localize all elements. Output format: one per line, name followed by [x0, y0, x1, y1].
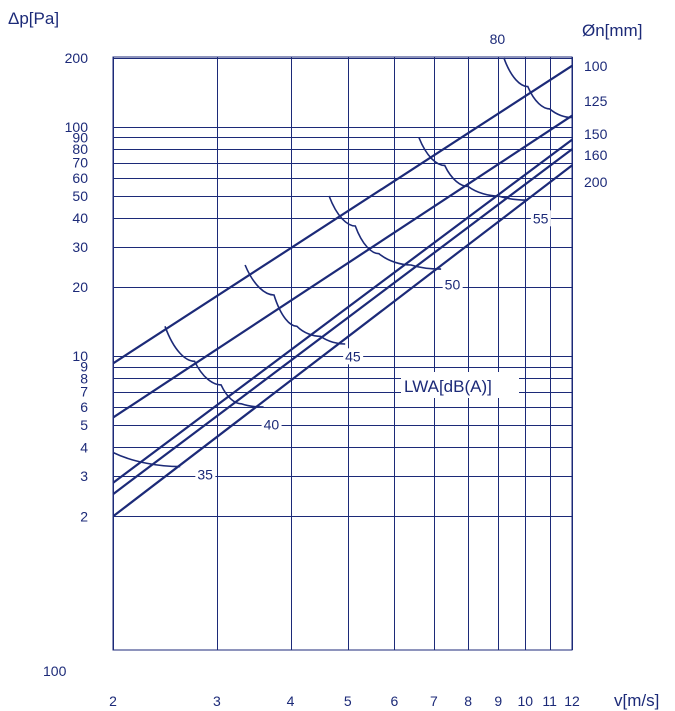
sound-curve-35	[113, 451, 181, 468]
y-tick-label-3: 3	[80, 468, 88, 484]
y-tick-label-20: 20	[72, 279, 88, 295]
grid	[113, 57, 573, 650]
y-tick-label-40: 40	[72, 210, 88, 226]
x-tick-label-8: 8	[464, 693, 472, 709]
y-tick-label-4: 4	[80, 439, 88, 455]
y-tick-label-9: 9	[80, 359, 88, 375]
x-tick-label-9: 9	[494, 693, 502, 709]
y-tick-label-5: 5	[80, 417, 88, 433]
sound-label-bg-50	[442, 276, 463, 293]
sound-level-label-40: 40	[264, 416, 280, 432]
sound-curves	[113, 57, 573, 468]
y-tick-label-10: 10	[72, 348, 88, 364]
y-axis-label: Δp[Pa]	[8, 9, 59, 28]
x-tick-label-3: 3	[213, 693, 221, 709]
sound-curve-80	[503, 57, 573, 119]
x-tick-label-11: 11	[542, 693, 557, 709]
x-tick-labels: 2 3 4 5 6 7 8 9 10 11 12	[109, 693, 580, 709]
plot-frame	[112, 56, 573, 651]
right-axis-label: Øn[mm]	[582, 21, 642, 40]
y-bottom-label: 100	[43, 663, 67, 679]
y-tick-label-50: 50	[72, 188, 88, 204]
diameter-label-200: 200	[584, 174, 608, 190]
sound-curve-40	[164, 326, 264, 408]
sound-level-label-55: 55	[533, 210, 549, 226]
diameter-labels: 100 125 150 160 200	[584, 58, 608, 190]
sound-level-label-80: 80	[490, 31, 506, 47]
sound-level-labels: 35 40 45 50 55 80	[195, 31, 551, 483]
duct-line-160	[113, 148, 573, 496]
y-tick-label-2: 2	[80, 508, 88, 524]
duct-lines	[113, 64, 573, 518]
y-tick-label-30: 30	[72, 239, 88, 255]
y-tick-label-100: 100	[65, 119, 89, 135]
sound-level-label-50: 50	[445, 277, 461, 293]
x-axis-label: v[m/s]	[614, 691, 659, 710]
x-tick-label-2: 2	[109, 693, 117, 709]
x-tick-label-4: 4	[287, 693, 295, 709]
x-tick-label-6: 6	[391, 693, 399, 709]
y-tick-label-80: 80	[72, 141, 88, 157]
duct-line-150	[113, 138, 573, 484]
duct-line-125	[113, 114, 573, 419]
curve-family-label-bg	[401, 372, 519, 398]
sound-label-bg-80	[487, 31, 508, 48]
sound-curve-55	[418, 137, 528, 201]
sound-level-label-35: 35	[197, 466, 213, 482]
sound-curve-45	[244, 264, 346, 345]
x-tick-label-5: 5	[344, 693, 352, 709]
curve-family-label: LWA[dB(A)]	[404, 377, 492, 396]
diameter-label-150: 150	[584, 126, 608, 142]
y-tick-label-8: 8	[80, 370, 88, 386]
x-tick-label-10: 10	[518, 693, 534, 709]
sound-label-bg-45	[343, 348, 364, 365]
x-tick-label-7: 7	[430, 693, 438, 709]
x-tick-label-12: 12	[564, 693, 580, 709]
sound-label-bg-55	[530, 210, 551, 227]
y-tick-label-6: 6	[80, 399, 88, 415]
duct-line-200	[113, 164, 573, 518]
y-tick-label-60: 60	[72, 170, 88, 186]
diameter-label-125: 125	[584, 93, 608, 109]
diameter-label-160: 160	[584, 147, 608, 163]
y-tick-label-70: 70	[72, 155, 88, 171]
sound-level-label-45: 45	[345, 348, 361, 364]
y-tick-label-200: 200	[65, 50, 89, 66]
diameter-label-100: 100	[584, 58, 608, 74]
sound-label-bg-35	[195, 466, 216, 483]
y-tick-label-7: 7	[80, 384, 88, 400]
sound-curve-50	[328, 195, 442, 270]
y-tick-label-90: 90	[72, 129, 88, 145]
sound-label-bg-40	[261, 416, 282, 433]
duct-line-100	[113, 64, 573, 365]
